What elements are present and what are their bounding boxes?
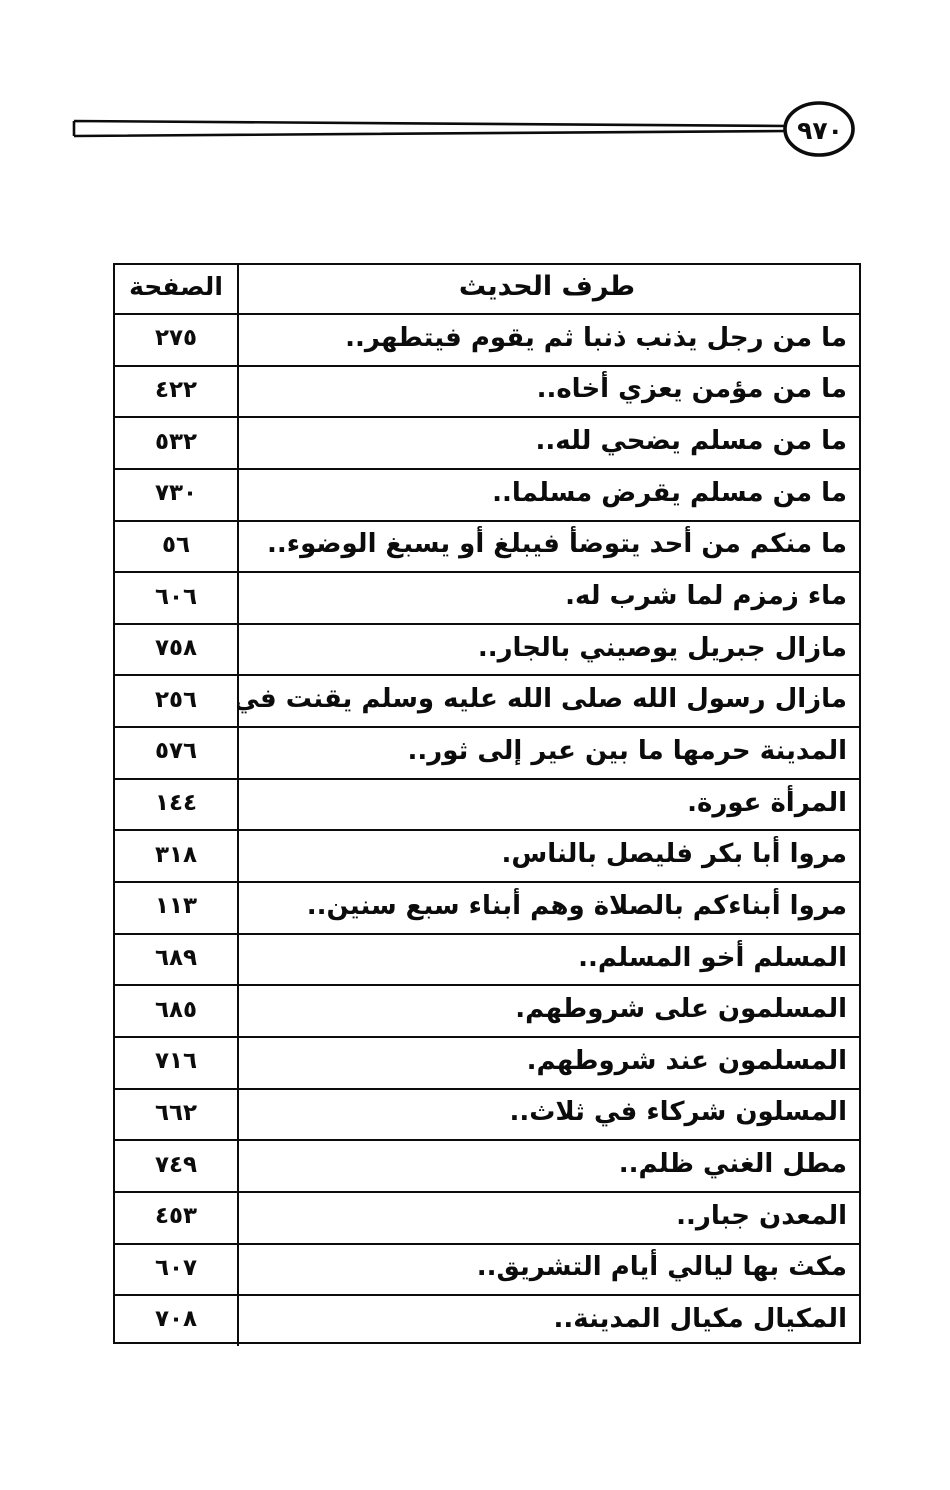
row-page: ٢٥٦: [115, 676, 239, 727]
table-row: ما من مسلم يقرض مسلما.. ٧٣٠: [115, 467, 859, 520]
table-row: ما من مسلم يضحي لله.. ٥٣٢: [115, 416, 859, 468]
row-page: ٥٣٢: [115, 418, 239, 468]
row-hadith: المكيال مكيال المدينة..: [553, 1303, 847, 1334]
row-page: ٧٤٩: [115, 1141, 239, 1191]
row-hadith: المسلم أخو المسلم..: [578, 942, 847, 973]
row-hadith: مازال رسول الله صلى الله عليه وسلم يقنت …: [239, 684, 847, 715]
row-hadith: المعدن جبار..: [676, 1200, 847, 1231]
table-row: المسلم أخو المسلم.. ٦٨٩: [115, 932, 859, 985]
row-page: ٣١٨: [115, 831, 239, 882]
row-hadith: مروا أبناءكم بالصلاة وهم أبناء سبع سنين.…: [306, 890, 847, 921]
table-row: المدينة حرمها ما بين عير إلى ثور.. ٥٧٦: [115, 726, 859, 778]
table-row: المسلون شركاء في ثلاث.. ٦٦٢: [115, 1087, 859, 1140]
header-rule-line: [72, 119, 789, 138]
row-page: ١٤٤: [115, 779, 239, 830]
table-row: المرأة عورة. ١٤٤: [115, 777, 859, 830]
col-header-hadith: طرف الحديث: [458, 270, 636, 302]
row-hadith: المدينة حرمها ما بين عير إلى ثور..: [407, 735, 847, 766]
row-page: ٦٨٩: [115, 934, 239, 985]
row-hadith: مطل الغني ظلم..: [618, 1149, 847, 1180]
row-page: ٤٥٣: [115, 1192, 239, 1243]
table-row: ما من مؤمن يعزي أخاه.. ٤٢٢: [115, 364, 859, 417]
table-row: المسلمون عند شروطهم. ٧١٦: [115, 1035, 859, 1088]
table-row: المسلمون على شروطهم. ٦٨٥: [115, 984, 859, 1036]
header-rule: [72, 101, 855, 157]
row-hadith: ما منكم من أحد يتوضأ فيبلغ أو يسبغ الوضو…: [267, 529, 847, 560]
row-page: ٦٦٢: [115, 1089, 239, 1140]
row-hadith: ماء زمزم لما شرب له.: [565, 581, 847, 612]
row-hadith: المسلمون عند شروطهم.: [526, 1045, 847, 1076]
row-page: ٥٦: [115, 521, 239, 572]
table-row: مروا أبا بكر فليصل بالناس. ٣١٨: [115, 829, 859, 882]
row-page: ٧٥٨: [115, 624, 239, 675]
col-header-page: الصفحة: [115, 265, 239, 313]
table-body: ما من رجل يذنب ذنبا ثم يقوم فيتطهر.. ٢٧٥…: [115, 313, 859, 1346]
table-row: ما من رجل يذنب ذنبا ثم يقوم فيتطهر.. ٢٧٥: [115, 313, 859, 365]
row-page: ٦٠٧: [115, 1244, 239, 1295]
row-page: ٧٠٨: [115, 1296, 239, 1346]
table-row: مازال جبريل يوصيني بالجار.. ٧٥٨: [115, 622, 859, 675]
row-hadith: ما من رجل يذنب ذنبا ثم يقوم فيتطهر..: [345, 322, 847, 353]
row-page: ٤٢٢: [115, 366, 239, 417]
page-number: ٩٧٠: [797, 115, 843, 145]
table-row: المكيال مكيال المدينة.. ٧٠٨: [115, 1294, 859, 1346]
table-row: ما منكم من أحد يتوضأ فيبلغ أو يسبغ الوضو…: [115, 519, 859, 572]
table-row: مروا أبناءكم بالصلاة وهم أبناء سبع سنين.…: [115, 881, 859, 933]
row-page: ٥٧٦: [115, 728, 239, 778]
row-page: ٢٧٥: [115, 315, 239, 365]
table-row: ماء زمزم لما شرب له. ٦٠٦: [115, 571, 859, 623]
hadith-table: طرف الحديث الصفحة ما من رجل يذنب ذنبا ثم…: [113, 263, 861, 1346]
table-row: مازال رسول الله صلى الله عليه وسلم يقنت …: [115, 674, 859, 727]
row-hadith: مازال جبريل يوصيني بالجار..: [477, 632, 847, 663]
row-page: ٦٨٥: [115, 986, 239, 1036]
row-hadith: مروا أبا بكر فليصل بالناس.: [501, 839, 847, 870]
row-hadith: ما من مؤمن يعزي أخاه..: [536, 374, 847, 405]
row-hadith: المسلمون على شروطهم.: [515, 994, 847, 1025]
row-page: ٧٣٠: [115, 469, 239, 520]
table-row: مطل الغني ظلم.. ٧٤٩: [115, 1139, 859, 1191]
header-rule-oval: [783, 101, 855, 157]
row-hadith: المسلون شركاء في ثلاث..: [509, 1097, 847, 1128]
row-hadith: مكث بها ليالي أيام التشريق..: [476, 1252, 847, 1283]
table-header-row: طرف الحديث الصفحة: [115, 265, 859, 313]
row-page: ٧١٦: [115, 1037, 239, 1088]
row-hadith: ما من مسلم يضحي لله..: [535, 426, 847, 457]
table-row: المعدن جبار.. ٤٥٣: [115, 1190, 859, 1243]
table-row: مكث بها ليالي أيام التشريق.. ٦٠٧: [115, 1242, 859, 1295]
row-hadith: المرأة عورة.: [687, 787, 847, 818]
row-page: ٦٠٦: [115, 573, 239, 623]
row-page: ١١٣: [115, 883, 239, 933]
row-hadith: ما من مسلم يقرض مسلما..: [492, 477, 847, 508]
